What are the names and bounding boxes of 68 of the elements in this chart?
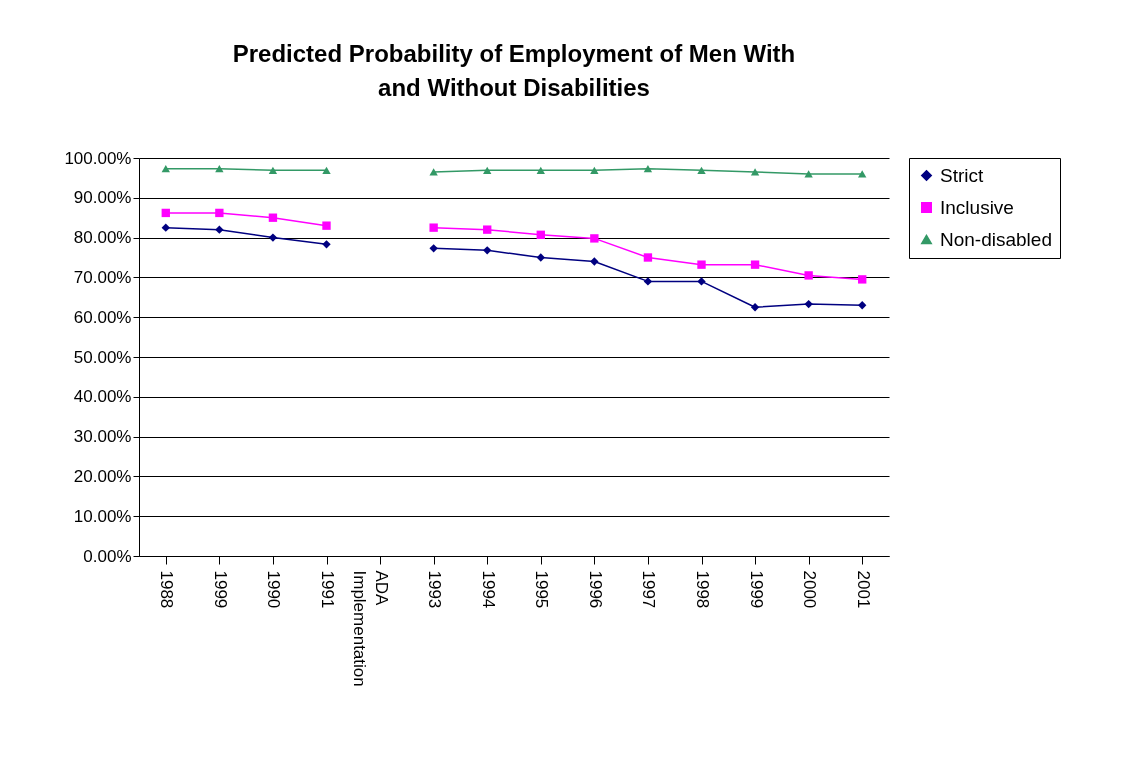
point xyxy=(161,208,170,218)
x-tick-label: 1995 xyxy=(532,570,552,609)
point xyxy=(804,299,813,309)
point xyxy=(697,260,706,269)
x-tick-label: 1994 xyxy=(478,570,498,609)
legend-label: Inclusive xyxy=(940,196,1014,218)
y-tick-label: 70.00% xyxy=(73,267,132,287)
x-tick-label: 1993 xyxy=(425,570,445,609)
x-tick-label: 1997 xyxy=(639,570,659,609)
point xyxy=(750,303,760,312)
point xyxy=(858,170,867,178)
point xyxy=(483,166,492,174)
x-tick-label: 1988 xyxy=(157,570,177,609)
point xyxy=(215,225,224,234)
point xyxy=(536,166,545,174)
y-tick-label: 60.00% xyxy=(73,307,132,327)
x-tick-label: 1998 xyxy=(693,570,712,609)
point xyxy=(322,240,331,249)
point xyxy=(483,225,492,234)
point xyxy=(697,277,706,286)
point xyxy=(429,244,438,253)
point xyxy=(322,221,331,230)
point xyxy=(429,223,438,232)
point xyxy=(161,223,170,232)
point xyxy=(858,301,867,310)
point xyxy=(161,165,170,173)
x-tick-label: 1990 xyxy=(264,570,284,609)
point xyxy=(268,233,278,242)
point xyxy=(858,275,867,284)
point xyxy=(590,257,599,266)
point xyxy=(643,165,653,173)
x-tick-label: 2000 xyxy=(800,570,820,609)
y-tick-label: 100.00% xyxy=(64,148,132,168)
y-tick-label: 20.00% xyxy=(73,466,132,486)
point xyxy=(590,234,599,243)
x-tick-label: 1991 xyxy=(318,570,337,609)
point xyxy=(590,166,599,174)
point xyxy=(268,166,278,174)
point xyxy=(697,166,706,174)
y-tick-label: 0.00% xyxy=(83,546,132,566)
point xyxy=(750,168,760,176)
y-tick-label: 30.00% xyxy=(73,427,132,447)
x-tick-label: 2001 xyxy=(853,570,873,609)
y-tick-label: 40.00% xyxy=(73,387,132,407)
point xyxy=(215,208,224,218)
chart-title: Predicted Probability of Employment of Men With and Without Disabilities xyxy=(232,40,796,101)
x-tick-label: ADA Implementation xyxy=(349,570,391,687)
x-tick-label: 1996 xyxy=(585,570,605,609)
point xyxy=(429,168,438,176)
legend-label: Strict xyxy=(940,164,984,186)
y-tick-label: 90.00% xyxy=(73,188,132,208)
point xyxy=(215,165,224,173)
point xyxy=(268,213,278,222)
point xyxy=(643,253,653,262)
y-tick-label: 80.00% xyxy=(73,228,132,248)
point xyxy=(536,230,545,239)
point xyxy=(804,170,813,178)
x-tick-label: 1999 xyxy=(746,570,766,609)
x-tick-label: 1999 xyxy=(210,570,230,609)
point xyxy=(483,246,492,255)
point xyxy=(804,271,813,280)
point xyxy=(322,166,331,174)
point xyxy=(750,260,760,269)
y-tick-label: 50.00% xyxy=(73,347,132,367)
legend-label: Non-disabled xyxy=(940,228,1052,250)
y-tick-label: 10.00% xyxy=(73,506,132,526)
point xyxy=(643,277,653,286)
point xyxy=(536,253,545,262)
